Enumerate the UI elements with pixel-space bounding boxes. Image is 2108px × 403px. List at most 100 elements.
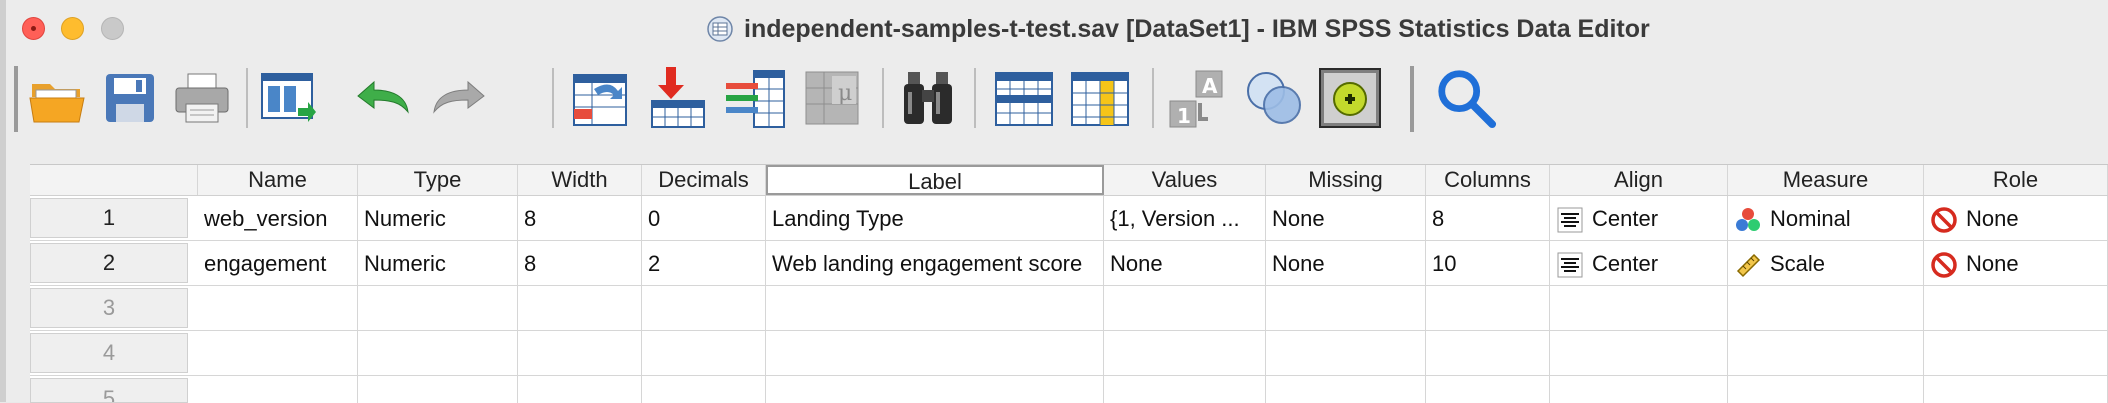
header-label[interactable]: Label <box>766 165 1104 195</box>
cell-type[interactable]: Numeric <box>358 196 518 241</box>
empty-cell[interactable] <box>766 376 1104 403</box>
header-measure[interactable]: Measure <box>1728 165 1924 195</box>
open-button[interactable] <box>26 64 90 132</box>
svg-text:A: A <box>1202 74 1218 98</box>
row-number[interactable]: 1 <box>30 198 188 238</box>
cell-decimals[interactable]: 2 <box>642 241 766 286</box>
empty-cell[interactable] <box>766 331 1104 376</box>
cell-name[interactable]: web_version <box>198 196 358 241</box>
cell-columns[interactable]: 10 <box>1426 241 1550 286</box>
cell-role[interactable]: None <box>1924 196 2108 241</box>
empty-cell[interactable] <box>642 331 766 376</box>
cell-align[interactable]: Center <box>1550 241 1728 286</box>
empty-cell[interactable] <box>198 286 358 331</box>
toolbar-grip[interactable] <box>14 66 18 132</box>
empty-cell[interactable] <box>642 376 766 403</box>
run-descriptives-button[interactable]: μ <box>800 64 864 132</box>
select-cases-icon <box>1247 72 1301 124</box>
empty-cell[interactable] <box>1924 286 2108 331</box>
empty-cell[interactable] <box>1426 286 1550 331</box>
empty-cell[interactable] <box>1266 376 1426 403</box>
row-number[interactable]: 3 <box>30 288 188 328</box>
empty-cell[interactable] <box>642 286 766 331</box>
table-row: 5 <box>30 376 2108 403</box>
header-columns[interactable]: Columns <box>1426 165 1550 195</box>
select-cases-button[interactable] <box>1242 64 1306 132</box>
empty-cell[interactable] <box>766 286 1104 331</box>
zoom-window-button[interactable] <box>101 17 124 40</box>
header-type[interactable]: Type <box>358 165 518 195</box>
insert-cases-button[interactable] <box>992 64 1056 132</box>
empty-cell[interactable] <box>1266 286 1426 331</box>
empty-cell[interactable] <box>518 376 642 403</box>
row-number[interactable]: 4 <box>30 333 188 373</box>
empty-cell[interactable] <box>1104 331 1266 376</box>
recall-dialog-button[interactable] <box>256 64 320 132</box>
cell-columns[interactable]: 8 <box>1426 196 1550 241</box>
empty-cell[interactable] <box>518 331 642 376</box>
cell-type[interactable]: Numeric <box>358 241 518 286</box>
header-name[interactable]: Name <box>198 165 358 195</box>
header-align[interactable]: Align <box>1550 165 1728 195</box>
empty-cell[interactable] <box>358 376 518 403</box>
search-button[interactable] <box>1434 64 1498 132</box>
corner-header[interactable] <box>30 165 198 195</box>
empty-cell[interactable] <box>1104 286 1266 331</box>
cell-missing[interactable]: None <box>1266 196 1426 241</box>
empty-cell[interactable] <box>518 286 642 331</box>
header-decimals[interactable]: Decimals <box>642 165 766 195</box>
empty-cell[interactable] <box>1728 286 1924 331</box>
empty-cell[interactable] <box>198 331 358 376</box>
cell-width[interactable]: 8 <box>518 241 642 286</box>
cell-label[interactable]: Landing Type <box>766 196 1104 241</box>
split-file-button[interactable]: A 1 <box>1166 64 1230 132</box>
toolbar: μ <box>6 58 2108 142</box>
value-labels-button[interactable] <box>1318 64 1382 132</box>
cell-decimals[interactable]: 0 <box>642 196 766 241</box>
close-window-button[interactable] <box>22 17 45 40</box>
cell-measure[interactable]: Scale <box>1728 241 1924 286</box>
print-button[interactable] <box>170 64 234 132</box>
variables-button[interactable] <box>724 64 788 132</box>
save-button[interactable] <box>98 64 162 132</box>
empty-cell[interactable] <box>1550 286 1728 331</box>
row-number[interactable]: 5 <box>30 378 188 403</box>
cell-values[interactable]: None <box>1104 241 1266 286</box>
empty-cell[interactable] <box>1924 331 2108 376</box>
align-center-icon <box>1557 207 1583 233</box>
cell-values[interactable]: {1, Version ... <box>1104 196 1266 241</box>
empty-cell[interactable] <box>1924 376 2108 403</box>
cell-missing[interactable]: None <box>1266 241 1426 286</box>
cell-align[interactable]: Center <box>1550 196 1728 241</box>
empty-cell[interactable] <box>1426 376 1550 403</box>
goto-case-button[interactable] <box>568 64 632 132</box>
insert-variable-button[interactable] <box>1068 64 1132 132</box>
minimize-window-button[interactable] <box>61 17 84 40</box>
goto-variable-button[interactable] <box>646 64 710 132</box>
empty-cell[interactable] <box>1104 376 1266 403</box>
header-missing[interactable]: Missing <box>1266 165 1426 195</box>
empty-cell[interactable] <box>1550 331 1728 376</box>
empty-cell[interactable] <box>198 376 358 403</box>
empty-cell[interactable] <box>1266 331 1426 376</box>
header-values[interactable]: Values <box>1104 165 1266 195</box>
header-width[interactable]: Width <box>518 165 642 195</box>
undo-button[interactable] <box>350 64 414 132</box>
align-value: Center <box>1592 251 1659 276</box>
cell-label[interactable]: Web landing engagement score <box>766 241 1104 286</box>
row-number[interactable]: 2 <box>30 243 188 283</box>
split-file-icon: A 1 <box>1169 70 1223 128</box>
cell-role[interactable]: None <box>1924 241 2108 286</box>
empty-cell[interactable] <box>1426 331 1550 376</box>
empty-cell[interactable] <box>358 331 518 376</box>
cell-name[interactable]: engagement <box>198 241 358 286</box>
empty-cell[interactable] <box>1728 331 1924 376</box>
cell-measure[interactable]: Nominal <box>1728 196 1924 241</box>
empty-cell[interactable] <box>358 286 518 331</box>
empty-cell[interactable] <box>1550 376 1728 403</box>
redo-button[interactable] <box>428 64 492 132</box>
cell-width[interactable]: 8 <box>518 196 642 241</box>
header-role[interactable]: Role <box>1924 165 2108 195</box>
empty-cell[interactable] <box>1728 376 1924 403</box>
find-button[interactable] <box>896 64 960 132</box>
